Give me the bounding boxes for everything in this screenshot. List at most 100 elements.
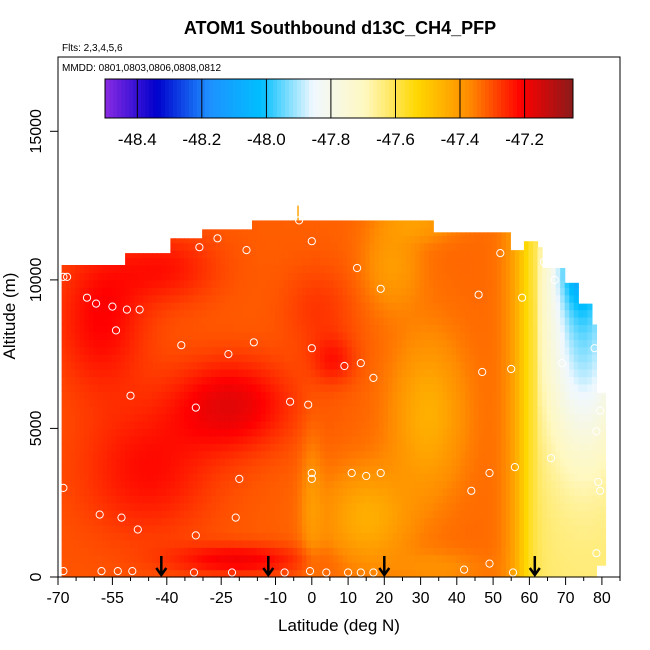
heatmap-cell (342, 539, 348, 548)
heatmap-cell (315, 265, 321, 274)
heatmap-cell (424, 346, 430, 355)
heatmap-cell (120, 435, 126, 444)
heatmap-cell (428, 406, 434, 415)
heatmap-cell (247, 317, 253, 326)
heatmap-cell (374, 376, 380, 385)
heatmap-cell (406, 502, 412, 511)
heatmap-cell (342, 569, 348, 578)
heatmap-cell (129, 480, 135, 489)
heatmap-cell (437, 369, 443, 378)
heatmap-cell (315, 227, 321, 236)
heatmap-cell (265, 294, 271, 303)
heatmap-cell (474, 487, 480, 496)
heatmap-cell (75, 287, 81, 296)
heatmap-cell (505, 294, 511, 303)
heatmap-cell (369, 361, 375, 370)
heatmap-cell (224, 413, 230, 422)
heatmap-cell (111, 324, 117, 333)
heatmap-cell (523, 242, 530, 251)
heatmap-cell (415, 324, 421, 333)
heatmap-cell (347, 517, 353, 526)
heatmap-cell (238, 242, 244, 251)
heatmap-cell (492, 562, 498, 571)
heatmap-cell (165, 480, 171, 489)
heatmap-cell (256, 257, 262, 266)
heatmap-cell (478, 525, 484, 534)
heatmap-cell (170, 428, 176, 437)
heatmap-cell (424, 480, 430, 489)
heatmap-cell (220, 532, 226, 541)
heatmap-cell (129, 532, 135, 541)
heatmap-cell (460, 339, 466, 348)
heatmap-cell (233, 562, 239, 571)
heatmap-cell (392, 435, 398, 444)
heatmap-cell (242, 473, 249, 482)
heatmap-cell (360, 532, 366, 541)
heatmap-cell (383, 473, 389, 482)
heatmap-cell (523, 383, 530, 392)
heatmap-cell (351, 317, 357, 326)
heatmap-cell (410, 227, 416, 236)
heatmap-cell (301, 257, 307, 266)
heatmap-cell (161, 569, 167, 578)
heatmap-cell (492, 547, 498, 556)
heatmap-cell (229, 398, 235, 407)
heatmap-cell (292, 562, 298, 571)
heatmap-cell (365, 383, 371, 392)
heatmap-cell (211, 406, 217, 415)
heatmap-cell (174, 354, 181, 363)
heatmap-cell (70, 502, 76, 511)
heatmap-cell (401, 383, 407, 392)
heatmap-cell (301, 369, 307, 378)
heatmap-cell (193, 458, 199, 467)
heatmap-cell (301, 242, 307, 251)
heatmap-cell (247, 569, 253, 578)
heatmap-cell (478, 265, 484, 274)
heatmap-cell (310, 421, 317, 430)
heatmap-cell (125, 257, 131, 266)
heatmap-cell (152, 406, 158, 415)
heatmap-cell (174, 458, 181, 467)
heatmap-cell (306, 227, 312, 236)
heatmap-cell (102, 383, 108, 392)
heatmap-cell (347, 265, 353, 274)
heatmap-cell (61, 450, 67, 459)
heatmap-cell (387, 413, 394, 422)
heatmap-cell (161, 294, 167, 303)
heatmap-cell (428, 398, 434, 407)
heatmap-cell (179, 569, 185, 578)
heatmap-cell (261, 250, 267, 259)
heatmap-cell (279, 569, 285, 578)
heatmap-cell (270, 346, 276, 355)
heatmap-cell (410, 309, 416, 318)
heatmap-cell (161, 510, 167, 519)
heatmap-cell (156, 339, 162, 348)
heatmap-cell (446, 413, 452, 422)
heatmap-cell (156, 294, 162, 303)
heatmap-cell (242, 532, 249, 541)
heatmap-cell (365, 287, 371, 296)
heatmap-cell (455, 383, 462, 392)
heatmap-cell (474, 242, 480, 251)
heatmap-cell (152, 473, 158, 482)
heatmap-cell (165, 302, 171, 311)
heatmap-cell (84, 443, 90, 452)
heatmap-cell (134, 302, 140, 311)
heatmap-cell (152, 562, 158, 571)
heatmap-cell (514, 421, 520, 430)
heatmap-cell (261, 413, 267, 422)
heatmap-cell (229, 229, 235, 236)
heatmap-cell (261, 547, 267, 556)
heatmap-cell (329, 369, 335, 378)
heatmap-cell (505, 450, 511, 459)
heatmap-cell (61, 435, 67, 444)
heatmap-cell (338, 324, 344, 333)
heatmap-cell (487, 510, 493, 519)
heatmap-cell (410, 250, 416, 259)
heatmap-cell (315, 502, 321, 511)
heatmap-cell (528, 554, 534, 563)
heatmap-cell (197, 317, 203, 326)
heatmap-cell (460, 354, 466, 363)
heatmap-cell (419, 265, 425, 274)
heatmap-cell (474, 450, 480, 459)
